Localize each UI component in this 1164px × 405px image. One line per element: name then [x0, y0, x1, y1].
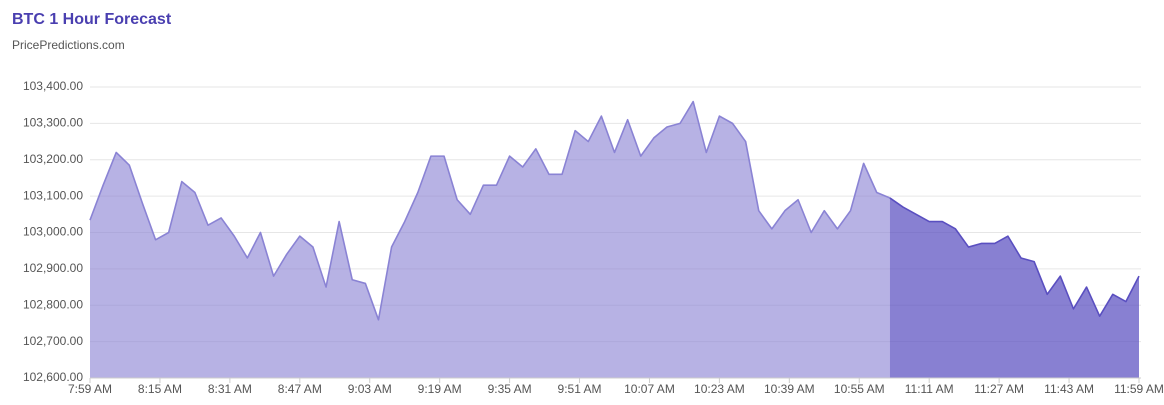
x-tick-label: 11:27 AM — [974, 382, 1024, 396]
x-tick-label: 9:19 AM — [418, 382, 462, 396]
area-fill — [90, 101, 890, 379]
x-tick-label: 8:15 AM — [138, 382, 182, 396]
y-tick-label: 102,800.00 — [23, 297, 83, 311]
x-tick-label: 10:55 AM — [834, 382, 885, 396]
area-line — [89, 100, 891, 321]
x-tick-label: 8:31 AM — [208, 382, 252, 396]
x-tick-label: 9:03 AM — [348, 382, 392, 396]
y-tick-label: 102,700.00 — [23, 334, 83, 348]
x-tick-label: 11:43 AM — [1044, 382, 1094, 396]
x-tick-label: 7:59 AM — [68, 382, 112, 396]
x-tick-label: 10:39 AM — [764, 382, 815, 396]
chart-title: BTC 1 Hour Forecast — [12, 11, 172, 28]
x-tick-label: 9:51 AM — [558, 382, 602, 396]
y-tick-label: 103,200.00 — [23, 152, 83, 166]
area-fill — [889, 197, 1139, 378]
y-tick-label: 103,400.00 — [23, 79, 83, 93]
y-tick-label: 102,900.00 — [23, 261, 83, 275]
x-tick-label: 10:23 AM — [694, 382, 745, 396]
x-tick-label: 9:35 AM — [488, 382, 532, 396]
y-tick-label: 103,000.00 — [23, 225, 83, 239]
x-tick-label: 11:11 AM — [905, 382, 954, 396]
x-tick-label: 10:07 AM — [624, 382, 675, 396]
x-tick-label: 8:47 AM — [278, 382, 322, 396]
x-tick-label: 11:59 AM — [1114, 382, 1164, 396]
chart-subtitle: PricePredictions.com — [12, 38, 125, 52]
y-tick-label: 103,100.00 — [23, 188, 83, 202]
y-tick-label: 102,600.00 — [23, 370, 83, 384]
area-line — [889, 197, 1140, 317]
y-tick-label: 103,300.00 — [23, 116, 83, 130]
